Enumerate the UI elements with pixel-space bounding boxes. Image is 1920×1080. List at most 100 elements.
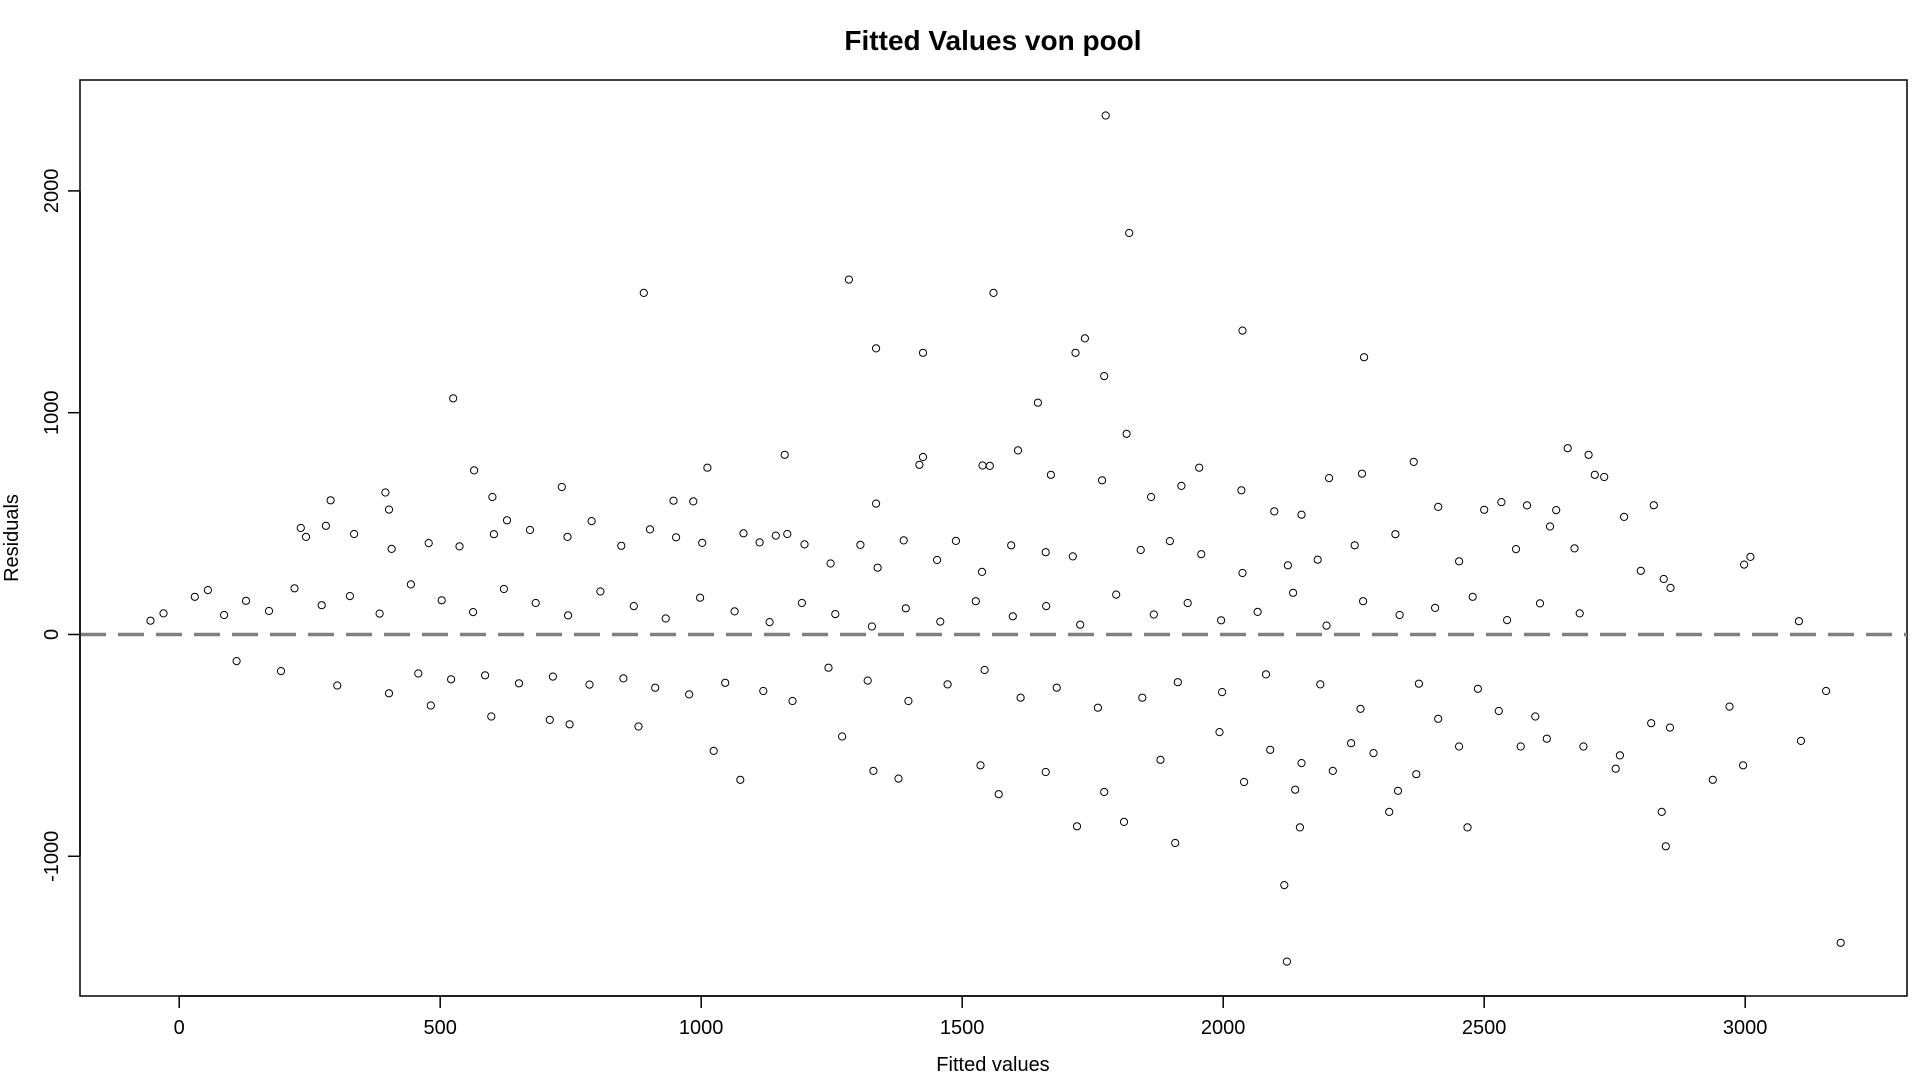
data-point bbox=[1240, 777, 1249, 787]
data-point bbox=[585, 680, 594, 689]
data-point bbox=[1080, 334, 1090, 343]
data-point bbox=[232, 657, 241, 666]
data-point bbox=[869, 766, 878, 776]
data-point bbox=[1316, 680, 1325, 689]
data-point bbox=[985, 461, 994, 470]
data-point bbox=[1297, 759, 1306, 768]
data-point bbox=[901, 604, 910, 613]
data-point bbox=[1822, 686, 1831, 696]
data-point bbox=[1395, 610, 1404, 620]
data-point bbox=[1412, 770, 1421, 779]
data-point bbox=[1165, 537, 1175, 546]
data-point bbox=[1098, 476, 1107, 485]
data-point bbox=[1147, 492, 1156, 502]
data-point bbox=[321, 521, 330, 530]
data-point bbox=[1042, 602, 1051, 611]
data-point bbox=[1740, 560, 1749, 569]
data-point bbox=[1136, 545, 1145, 555]
data-point bbox=[488, 492, 497, 502]
data-point bbox=[709, 746, 718, 756]
data-point bbox=[241, 596, 251, 605]
data-point bbox=[1414, 679, 1424, 688]
data-point bbox=[333, 681, 342, 690]
data-point bbox=[1665, 723, 1675, 732]
data-point bbox=[1393, 786, 1403, 795]
data-point bbox=[669, 496, 678, 505]
y-tick-label: -1000 bbox=[41, 831, 63, 882]
data-point bbox=[1183, 598, 1192, 608]
data-point bbox=[455, 542, 464, 551]
data-point bbox=[345, 592, 354, 601]
data-point bbox=[634, 722, 643, 731]
data-point bbox=[976, 761, 985, 770]
data-point bbox=[1531, 712, 1540, 721]
data-point bbox=[797, 598, 807, 608]
data-point bbox=[629, 602, 638, 611]
data-point bbox=[296, 523, 305, 533]
data-point bbox=[1369, 749, 1378, 758]
data-point bbox=[514, 679, 524, 688]
data-point bbox=[1283, 561, 1293, 570]
data-point bbox=[220, 610, 229, 620]
data-point bbox=[1076, 620, 1085, 629]
data-point bbox=[1356, 704, 1365, 713]
data-point bbox=[587, 517, 596, 526]
data-point bbox=[1725, 702, 1734, 711]
data-point bbox=[759, 686, 768, 696]
data-point bbox=[1409, 457, 1418, 466]
x-tick-label: 1000 bbox=[679, 1017, 724, 1039]
data-point bbox=[826, 559, 835, 568]
data-point bbox=[783, 529, 792, 539]
data-point bbox=[1046, 470, 1056, 479]
data-point bbox=[1052, 683, 1061, 692]
data-point bbox=[1270, 507, 1279, 516]
data-point bbox=[406, 580, 415, 589]
data-point bbox=[437, 596, 446, 605]
data-point bbox=[1101, 111, 1110, 120]
data-point bbox=[1600, 472, 1609, 482]
data-point bbox=[977, 567, 987, 577]
data-point bbox=[1590, 470, 1599, 479]
data-point bbox=[1041, 767, 1050, 777]
data-point bbox=[159, 609, 168, 618]
data-point bbox=[1480, 505, 1489, 514]
data-point bbox=[1385, 807, 1394, 817]
data-point bbox=[1463, 823, 1472, 832]
data-point bbox=[1093, 703, 1103, 712]
data-point bbox=[489, 530, 498, 539]
data-point bbox=[645, 525, 655, 534]
data-point bbox=[1542, 734, 1551, 743]
data-point bbox=[943, 680, 952, 689]
data-point bbox=[698, 538, 707, 548]
x-tick-label: 500 bbox=[423, 1017, 456, 1039]
data-point bbox=[1575, 609, 1584, 618]
data-point bbox=[1100, 372, 1109, 381]
data-point bbox=[1149, 610, 1158, 619]
data-point bbox=[545, 715, 554, 725]
data-point bbox=[1431, 603, 1440, 613]
data-point bbox=[1068, 552, 1077, 561]
data-point bbox=[1347, 739, 1356, 748]
data-point bbox=[1119, 817, 1129, 827]
data-point bbox=[1215, 728, 1224, 737]
data-point bbox=[1125, 228, 1134, 238]
data-point bbox=[1391, 530, 1400, 539]
data-point bbox=[375, 609, 384, 618]
data-point bbox=[872, 344, 881, 353]
data-point bbox=[1156, 755, 1165, 764]
data-point bbox=[1266, 745, 1275, 754]
y-tick-label: 2000 bbox=[41, 169, 63, 214]
data-point bbox=[1325, 474, 1334, 483]
data-point bbox=[1497, 498, 1506, 507]
data-point bbox=[1177, 481, 1186, 490]
data-point bbox=[384, 505, 394, 514]
data-point bbox=[780, 450, 789, 459]
data-point bbox=[1112, 590, 1121, 599]
data-point bbox=[1218, 688, 1227, 697]
data-point bbox=[1328, 766, 1337, 776]
data-point bbox=[1295, 823, 1305, 832]
data-point bbox=[1322, 621, 1331, 630]
data-point bbox=[1611, 764, 1620, 773]
data-point bbox=[1122, 429, 1131, 438]
